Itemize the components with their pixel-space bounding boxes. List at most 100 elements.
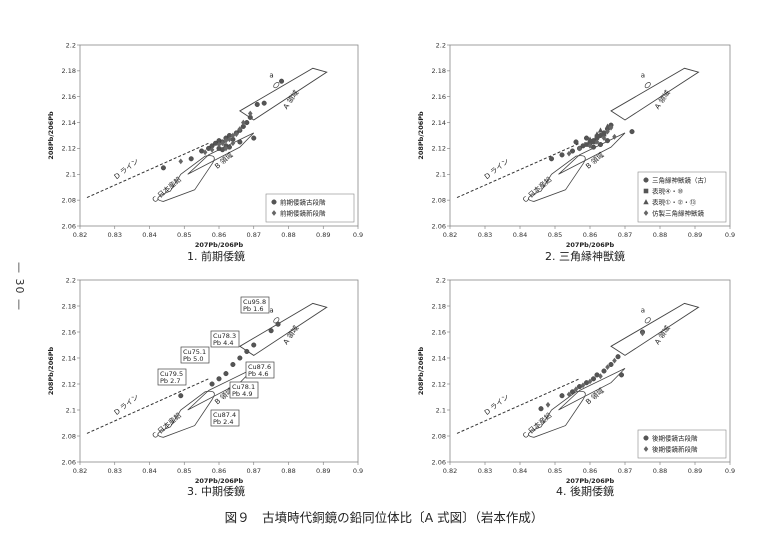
data-point <box>559 152 565 158</box>
region-label-C: C 日本産鉛 <box>521 411 554 440</box>
plot-frame <box>79 279 359 463</box>
y-tick-label: 2.06 <box>432 222 446 230</box>
y-tick-label: 2.1 <box>436 406 446 414</box>
data-point <box>254 101 260 107</box>
c-region-outline <box>528 155 586 202</box>
data-point <box>275 321 281 327</box>
region-label-a: a <box>269 307 273 315</box>
region-label-A: A 領域 <box>653 88 672 110</box>
x-tick-label: 0.82 <box>443 231 457 239</box>
data-point <box>227 136 232 143</box>
y-axis-label: 208Pb/206Pb <box>47 111 55 160</box>
x-tick-label: 0.9 <box>725 467 735 475</box>
data-point <box>261 100 267 106</box>
data-point <box>237 355 243 361</box>
legend-marker <box>643 188 649 194</box>
region-label-D: D ライン <box>483 157 510 181</box>
data-point <box>251 135 257 141</box>
region-label-a: a <box>641 71 645 79</box>
c-region-outline <box>157 155 215 202</box>
x-tick-label: 0.87 <box>247 231 261 239</box>
chart-panel-4: 0.82 0.83 0.84 0.85 0.86 0.87 0.88 0.89 0.9 2.06 2… <box>417 276 735 498</box>
y-tick-label: 2.16 <box>62 93 76 101</box>
x-tick-label: 0.83 <box>108 467 122 475</box>
y-tick-label: 2.14 <box>62 119 76 127</box>
data-point <box>566 391 572 398</box>
data-point <box>598 142 604 148</box>
data-point <box>587 136 593 142</box>
y-tick-label: 2.12 <box>62 380 76 388</box>
legend-label: 仿製三角縁神獣鏡 <box>652 208 705 217</box>
data-point <box>640 330 645 337</box>
c-region-outline <box>528 390 586 438</box>
x-tick-label: 0.86 <box>583 467 597 475</box>
y-tick-label: 2.16 <box>432 328 446 336</box>
data-point <box>573 386 579 393</box>
composition-pb: Pb 2.7 <box>160 377 180 385</box>
x-axis-label: 207Pb/206Pb <box>195 477 244 485</box>
x-tick-label: 0.87 <box>618 231 632 239</box>
composition-cu: Cu75.1 <box>183 348 206 356</box>
region-label-B: B 領域 <box>584 386 606 406</box>
d-line <box>456 142 580 199</box>
data-point <box>570 148 576 154</box>
data-point <box>601 131 607 137</box>
data-point <box>178 158 184 165</box>
x-tick-label: 0.82 <box>73 231 87 239</box>
x-tick-label: 0.87 <box>247 467 261 475</box>
data-point <box>237 126 243 132</box>
data-point <box>223 145 229 152</box>
y-tick-label: 2.18 <box>62 302 76 310</box>
data-point <box>545 401 551 408</box>
composition-box <box>245 361 275 379</box>
b-region-outline <box>187 132 255 175</box>
x-axis-label: 207Pb/206Pb <box>195 241 244 249</box>
x-tick-label: 0.86 <box>583 231 597 239</box>
legend-marker <box>271 199 277 205</box>
x-tick-label: 0.87 <box>618 467 632 475</box>
composition-cu: Cu78.3 <box>213 332 236 340</box>
composition-box <box>157 368 187 386</box>
data-point <box>220 140 225 147</box>
d-line <box>86 142 209 199</box>
data-point <box>178 393 184 399</box>
data-point <box>209 146 215 153</box>
region-label-a: a <box>269 71 273 79</box>
x-tick-label: 0.82 <box>443 467 457 475</box>
y-tick-label: 2.18 <box>432 302 446 310</box>
legend-marker <box>643 435 649 441</box>
legend-box <box>265 193 355 223</box>
x-tick-label: 0.9 <box>353 231 363 239</box>
data-point <box>580 382 586 389</box>
composition-box <box>229 381 259 399</box>
region-label-A: A 領域 <box>281 324 300 346</box>
data-point <box>615 354 621 360</box>
data-point <box>279 78 285 84</box>
legend-box <box>637 171 727 223</box>
composition-box <box>180 346 210 364</box>
y-axis-label: 208Pb/206Pb <box>417 346 425 395</box>
data-point <box>605 138 611 144</box>
composition-cu: Cu78.1 <box>232 383 255 391</box>
y-tick-label: 2.12 <box>62 145 76 153</box>
data-point <box>230 132 236 139</box>
data-point <box>570 389 576 395</box>
a-region-outline <box>610 67 700 121</box>
y-tick-label: 2.16 <box>62 328 76 336</box>
composition-cu: Cu79.5 <box>160 370 183 378</box>
data-point <box>584 135 590 141</box>
legend-label: 表現④・⑩ <box>652 186 683 195</box>
legend-marker <box>643 177 649 183</box>
legend-label: 表現①・②・⑬ <box>652 197 697 206</box>
panel-title: 4. 後期倭鏡 <box>556 484 614 498</box>
y-tick-label: 2.1 <box>436 171 446 179</box>
legend-label: 後期倭鏡新段階 <box>652 444 698 453</box>
composition-box <box>210 330 240 348</box>
data-point <box>223 137 229 144</box>
a-subregion-ellipse <box>273 82 280 89</box>
x-tick-label: 0.86 <box>212 231 226 239</box>
x-tick-label: 0.85 <box>177 467 191 475</box>
data-point <box>608 362 614 368</box>
composition-pb: Pb 1.6 <box>243 305 263 313</box>
data-point <box>591 376 597 382</box>
